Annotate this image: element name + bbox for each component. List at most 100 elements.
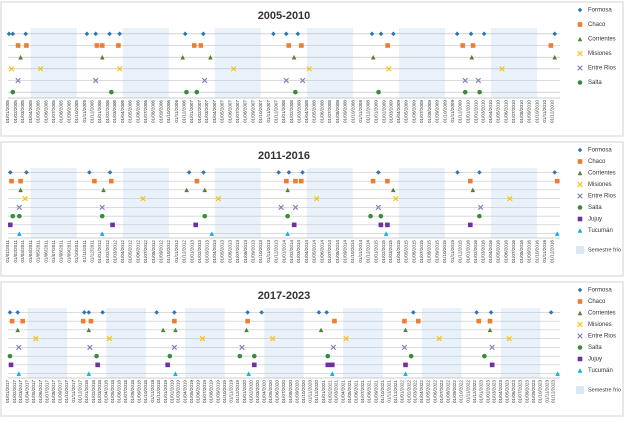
x-tick-label: 01/03/2018 [97, 380, 102, 403]
marker [84, 31, 90, 37]
marker [475, 77, 482, 84]
shade-band [214, 28, 261, 98]
x-tick-label: 01/05/2019 [189, 380, 194, 403]
marker [87, 344, 93, 351]
marker [507, 195, 513, 202]
marker [86, 327, 92, 333]
x-tick-label: 01/01/2023 [479, 380, 484, 403]
x-tick-label: 01/01/2012 [97, 240, 102, 263]
marker [245, 318, 250, 324]
marker [245, 310, 250, 315]
x-tick-label: 01/02/2005 [13, 100, 18, 123]
marker [577, 368, 583, 373]
x-tick-label: 01/10/2009 [442, 100, 447, 123]
x-tick-label: 01/08/2022 [446, 380, 451, 403]
x-tick-label: 01/05/2008 [312, 100, 317, 123]
marker [577, 287, 583, 293]
x-tick-label: 01/11/2016 [542, 240, 547, 263]
x-tick-label: 01/02/2022 [406, 380, 411, 403]
marker [325, 362, 331, 368]
marker [487, 327, 493, 333]
x-tick-label: 01/12/2007 [273, 100, 278, 123]
x-tick-label: 01/11/2006 [174, 100, 179, 123]
marker [577, 216, 583, 222]
legend-label: Tucumán [588, 228, 613, 234]
marker [92, 178, 97, 184]
x-tick-label: 01/09/2006 [158, 100, 163, 123]
x-tick-label: 01/08/2019 [209, 380, 214, 403]
x-tick-label: 01/08/2008 [335, 100, 340, 123]
x-tick-label: 01/11/2022 [465, 380, 470, 403]
x-tick-label: 01/07/2014 [327, 240, 332, 263]
x-tick-label: 01/11/2015 [450, 240, 455, 263]
marker [87, 170, 92, 175]
x-tick-label: 01/04/2018 [104, 380, 109, 403]
marker [325, 353, 331, 359]
legend-label: Salta [588, 345, 602, 351]
x-tick-label: 01/01/2007 [189, 100, 194, 123]
marker [208, 54, 213, 60]
marker [101, 187, 106, 193]
legend-label: Tucumán [588, 368, 613, 374]
shade-band [30, 168, 77, 238]
x-tick-label: 01/01/2014 [281, 240, 286, 263]
marker [313, 195, 320, 202]
x-tick-label: 01/07/2022 [439, 380, 444, 403]
marker [239, 344, 245, 351]
marker [202, 187, 208, 193]
marker [470, 187, 476, 193]
x-tick-label: 01/11/2017 [71, 380, 76, 403]
marker [194, 89, 200, 95]
marker [330, 344, 337, 351]
marker [16, 204, 23, 211]
marker [298, 178, 304, 184]
marker [9, 178, 14, 184]
marker [173, 371, 178, 376]
x-tick-label: 01/12/2005 [89, 100, 94, 123]
marker [33, 335, 39, 342]
x-tick-label: 01/08/2007 [243, 100, 248, 123]
shade-band [264, 308, 304, 378]
x-tick-label: 01/03/2020 [255, 380, 260, 403]
marker [194, 178, 200, 184]
x-tick-label: 01/03/2023 [491, 380, 496, 403]
marker [17, 213, 22, 219]
marker [286, 43, 292, 48]
marker [93, 77, 99, 84]
x-tick-label: 01/01/2006 [97, 100, 102, 123]
x-tick-label: 01/03/2015 [388, 240, 393, 263]
marker [201, 77, 208, 84]
marker [251, 353, 257, 359]
marker [251, 362, 257, 368]
x-tick-label: 01/11/2009 [450, 100, 455, 123]
marker [506, 335, 512, 342]
x-tick-label: 01/04/2019 [182, 380, 187, 403]
x-tick-label: 01/04/2013 [212, 240, 217, 263]
marker [140, 195, 146, 202]
marker [555, 371, 560, 376]
marker [577, 356, 583, 362]
x-tick-label: 01/12/2023 [551, 380, 556, 403]
shade-band [398, 168, 445, 238]
marker [99, 204, 105, 211]
marker [462, 77, 468, 84]
marker [117, 31, 122, 37]
x-tick-label: 01/10/2014 [350, 240, 355, 263]
x-tick-label: 01/10/2011 [74, 240, 79, 263]
x-tick-label: 01/03/2016 [480, 240, 485, 263]
legend-label: Misiones [588, 182, 612, 188]
marker [393, 195, 399, 202]
x-tick-label: 01/02/2010 [473, 100, 478, 123]
x-tick-label: 01/11/2023 [544, 380, 549, 403]
x-tick-label: 01/09/2013 [251, 240, 256, 263]
marker [487, 318, 493, 324]
marker [577, 333, 583, 339]
x-tick-label: 01/03/2019 [176, 380, 181, 403]
x-tick-label: 01/10/2008 [350, 100, 355, 123]
x-tick-label: 01/05/2011 [35, 240, 40, 263]
marker [99, 43, 105, 48]
x-tick-label: 01/12/2016 [550, 240, 555, 263]
marker [378, 222, 384, 228]
legend-label: Jujuy [588, 217, 602, 223]
